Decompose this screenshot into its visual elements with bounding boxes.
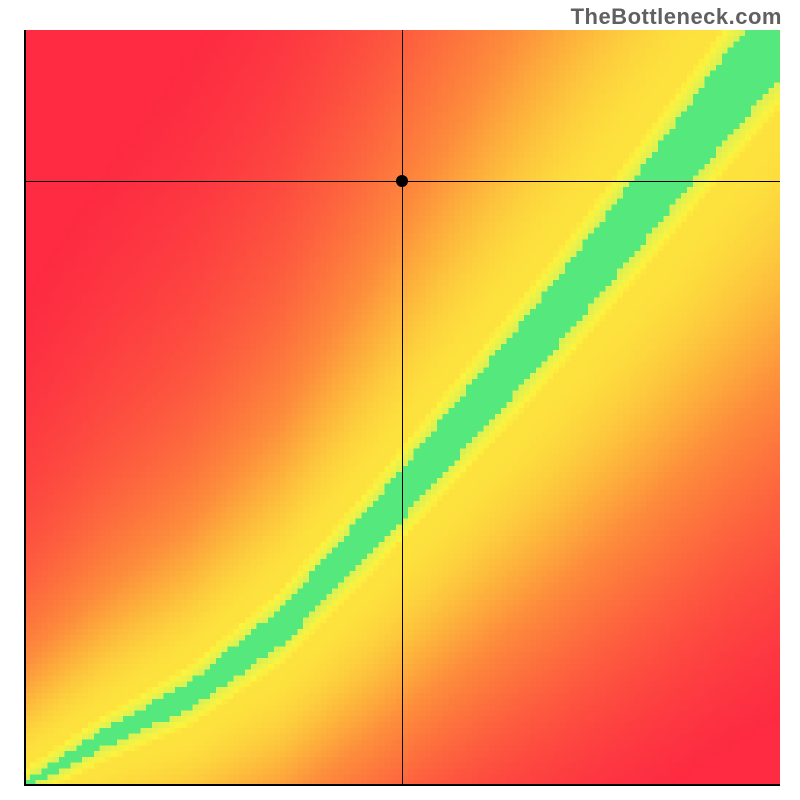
watermark-text: TheBottleneck.com bbox=[571, 4, 782, 30]
axis-left bbox=[24, 30, 26, 786]
plot-area bbox=[24, 30, 780, 786]
chart-container: TheBottleneck.com bbox=[0, 0, 800, 800]
crosshair-vertical bbox=[402, 30, 403, 786]
